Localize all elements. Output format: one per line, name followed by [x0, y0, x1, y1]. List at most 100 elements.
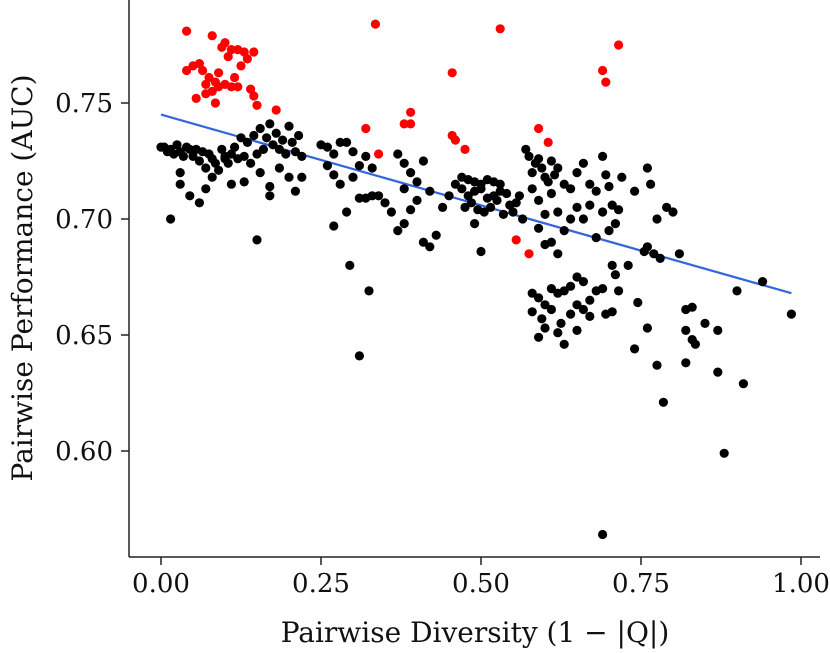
red-point — [511, 235, 521, 245]
red-point — [271, 105, 281, 115]
black-point — [559, 339, 569, 349]
black-point — [185, 191, 195, 201]
black-point — [559, 179, 569, 189]
black-point — [438, 202, 448, 212]
black-point — [534, 223, 544, 233]
black-point — [194, 198, 204, 208]
black-point — [412, 177, 422, 187]
black-point — [537, 163, 547, 173]
red-point — [534, 123, 544, 134]
black-point — [546, 188, 557, 199]
red-point — [242, 54, 252, 64]
black-point — [598, 284, 608, 294]
red-point — [201, 79, 211, 89]
red-point — [204, 72, 214, 83]
red-point — [223, 52, 233, 62]
black-point — [380, 198, 390, 208]
black-point — [348, 147, 358, 157]
black-point — [348, 172, 358, 182]
black-point — [262, 133, 272, 143]
black-point — [585, 200, 595, 210]
red-point — [226, 82, 236, 92]
black-point — [498, 209, 508, 219]
black-point — [431, 230, 441, 240]
black-point — [230, 142, 240, 152]
black-point — [732, 286, 742, 296]
y-tick-label: 0.70 — [55, 205, 113, 235]
black-point — [284, 121, 294, 131]
x-tick-label: 1.00 — [772, 569, 830, 599]
black-point — [239, 151, 249, 161]
points-layer — [156, 19, 797, 540]
red-point — [601, 77, 611, 87]
black-point — [559, 286, 569, 296]
black-point — [572, 272, 582, 282]
black-point — [598, 529, 608, 540]
black-point — [297, 172, 307, 182]
black-point — [290, 186, 300, 196]
black-point — [646, 179, 656, 189]
black-point — [566, 281, 576, 291]
black-point — [534, 154, 544, 164]
black-point — [633, 297, 643, 308]
red-point — [249, 91, 259, 101]
black-point — [393, 226, 403, 236]
black-point — [687, 302, 697, 312]
red-point — [210, 98, 220, 108]
y-axis-title: Pairwise Performance (AUC) — [6, 74, 39, 481]
black-point — [466, 198, 476, 208]
black-point — [591, 233, 601, 243]
black-point — [598, 151, 608, 161]
black-point — [367, 163, 377, 173]
red-point — [220, 38, 230, 48]
red-point — [399, 119, 409, 129]
black-point — [662, 202, 672, 212]
red-point — [207, 31, 217, 41]
black-point — [534, 293, 544, 303]
black-point — [738, 379, 749, 389]
black-point — [239, 177, 249, 187]
black-point — [329, 170, 339, 180]
black-point — [623, 260, 633, 270]
black-point — [591, 186, 601, 196]
black-point — [713, 367, 723, 377]
black-point — [255, 123, 265, 134]
black-point — [406, 168, 416, 178]
black-point — [572, 300, 582, 310]
black-point — [486, 202, 496, 212]
red-point — [460, 144, 470, 154]
black-point — [553, 163, 563, 173]
black-point — [607, 260, 617, 270]
black-point — [514, 191, 525, 201]
black-point — [546, 237, 557, 247]
red-point — [614, 40, 624, 50]
black-point — [287, 137, 297, 147]
black-point — [543, 177, 553, 187]
black-point — [175, 168, 185, 178]
black-point — [476, 184, 486, 194]
black-point — [700, 318, 710, 328]
red-point — [239, 47, 249, 57]
plot-area — [156, 19, 797, 540]
black-point — [386, 207, 396, 217]
black-point — [278, 135, 288, 145]
black-point — [585, 295, 595, 305]
black-point — [201, 184, 211, 194]
red-point — [226, 45, 236, 55]
red-point — [598, 65, 608, 76]
black-point — [572, 202, 582, 212]
red-point — [406, 107, 416, 117]
black-point — [236, 133, 246, 143]
black-point — [476, 246, 486, 257]
black-point — [201, 163, 211, 173]
black-point — [354, 193, 364, 203]
red-point — [230, 72, 240, 83]
black-point — [188, 151, 198, 161]
black-point — [399, 219, 409, 229]
red-point — [246, 84, 256, 94]
black-point — [290, 147, 300, 157]
black-point — [220, 154, 230, 164]
black-point — [540, 323, 550, 333]
black-point — [406, 205, 416, 215]
black-point — [374, 191, 384, 201]
